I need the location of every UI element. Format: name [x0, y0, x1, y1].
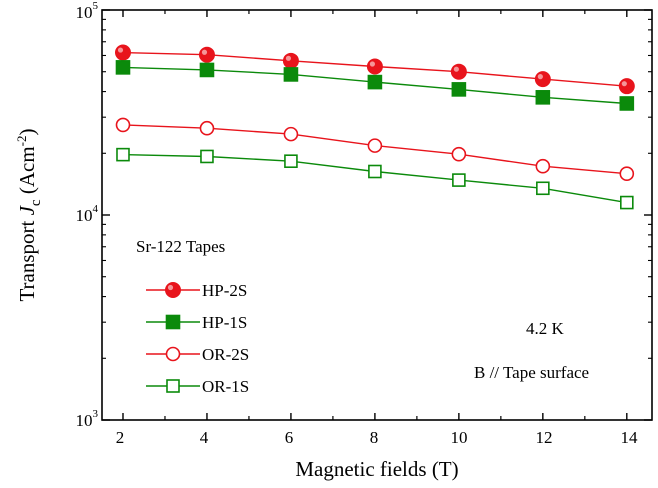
x-tick-label-14: 14 [621, 428, 639, 447]
x-tick-label-4: 4 [200, 428, 209, 447]
legend-item-hp-1s: HP-1S [146, 313, 247, 332]
data-point-hp-2s [366, 58, 383, 75]
legend-item-or-2s: OR-2S [146, 345, 249, 364]
axis-ticks [102, 9, 652, 421]
legend-label: HP-1S [202, 313, 247, 332]
data-point-hp-1s [199, 62, 215, 78]
data-point-hp-2s-highlight [453, 66, 459, 72]
legend-marker-highlight [167, 284, 174, 291]
data-point-hp-2s-highlight [537, 74, 543, 80]
data-point-hp-2s-highlight [117, 47, 124, 53]
legend-marker [165, 314, 181, 330]
series-layer [114, 44, 635, 210]
data-point-hp-2s [618, 78, 635, 95]
legend-item-hp-2s: HP-2S [146, 281, 247, 300]
legend-label: HP-2S [202, 281, 247, 300]
data-point-or-2s [115, 117, 131, 133]
legend-marker [166, 379, 180, 393]
y-tick-label-1e4: 104 [76, 203, 99, 225]
data-point-hp-2s [534, 71, 551, 88]
data-point-or-2s [535, 158, 551, 174]
data-point-or-1s [620, 195, 634, 210]
x-tick-label-8: 8 [370, 428, 379, 447]
data-point-or-1s [116, 147, 130, 162]
series-or-1s [116, 147, 634, 210]
y-tick-label-1e3: 103 [76, 408, 99, 430]
data-point-or-1s [368, 164, 382, 179]
legend-marker [165, 346, 181, 362]
data-point-or-2s [199, 120, 215, 136]
series-hp-2s [114, 44, 635, 95]
legend: HP-2S HP-1S OR-2S OR-1S [146, 281, 249, 396]
data-point-or-2s [367, 138, 383, 153]
data-point-hp-1s [451, 82, 467, 97]
data-point-hp-1s [367, 74, 383, 90]
data-point-or-1s [536, 181, 550, 196]
legend-title: Sr-122 Tapes [136, 237, 225, 256]
data-point-hp-1s [115, 60, 131, 75]
data-point-hp-1s [283, 67, 299, 82]
y-tick-label-1e5: 105 [76, 0, 99, 22]
data-point-hp-2s-highlight [369, 61, 376, 67]
data-point-hp-2s [198, 46, 215, 63]
legend-marker [165, 282, 181, 298]
data-point-hp-2s-highlight [285, 55, 292, 61]
y-axis-title: Transport Jc (Acm-2) [14, 128, 44, 301]
x-axis-title: Magnetic fields (T) [295, 457, 458, 481]
temperature-annotation: 4.2 K [526, 319, 565, 338]
legend-label: OR-2S [202, 345, 249, 364]
data-point-hp-2s-highlight [201, 49, 208, 55]
legend-item-or-1s: OR-1S [146, 377, 249, 396]
data-point-or-1s [452, 173, 466, 187]
data-point-or-1s [284, 154, 298, 168]
data-point-or-1s [200, 149, 214, 164]
data-point-hp-2s [282, 52, 299, 69]
series-line-or-1s [122, 153, 627, 204]
data-point-hp-1s [535, 90, 551, 105]
data-point-or-2s [619, 166, 635, 182]
x-tick-label-10: 10 [451, 428, 468, 447]
data-point-or-2s [283, 126, 299, 142]
data-point-hp-2s-highlight [621, 81, 627, 87]
legend-label: OR-1S [202, 377, 249, 396]
x-tick-label-6: 6 [285, 428, 294, 447]
x-tick-label-12: 12 [536, 428, 553, 447]
data-point-hp-1s [619, 96, 635, 111]
data-point-or-2s [451, 146, 467, 162]
field-orientation-annotation: B // Tape surface [474, 363, 589, 382]
data-point-hp-2s [450, 63, 467, 80]
series-or-2s [115, 117, 635, 182]
series-hp-1s [115, 60, 635, 111]
x-tick-label-2: 2 [116, 428, 125, 447]
data-point-hp-2s [114, 44, 131, 61]
